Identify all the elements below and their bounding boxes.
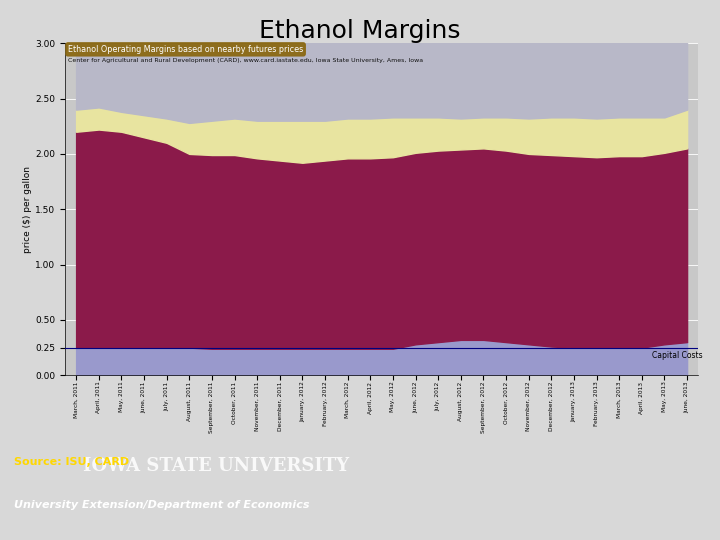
Y-axis label: price ($) per gallon: price ($) per gallon	[23, 166, 32, 253]
Text: IOWA STATE UNIVERSITY: IOWA STATE UNIVERSITY	[83, 457, 349, 475]
Text: Ethanol Margins: Ethanol Margins	[259, 19, 461, 43]
Text: Source: ISU, CARD: Source: ISU, CARD	[14, 457, 130, 467]
Text: Center for Agricultural and Rural Development (CARD), www.card.iastate.edu, Iowa: Center for Agricultural and Rural Develo…	[68, 58, 423, 63]
Text: Capital Costs: Capital Costs	[652, 351, 703, 360]
Text: Ethanol Operating Margins based on nearby futures prices: Ethanol Operating Margins based on nearb…	[68, 45, 303, 54]
Text: University Extension/Department of Economics: University Extension/Department of Econo…	[14, 500, 310, 510]
